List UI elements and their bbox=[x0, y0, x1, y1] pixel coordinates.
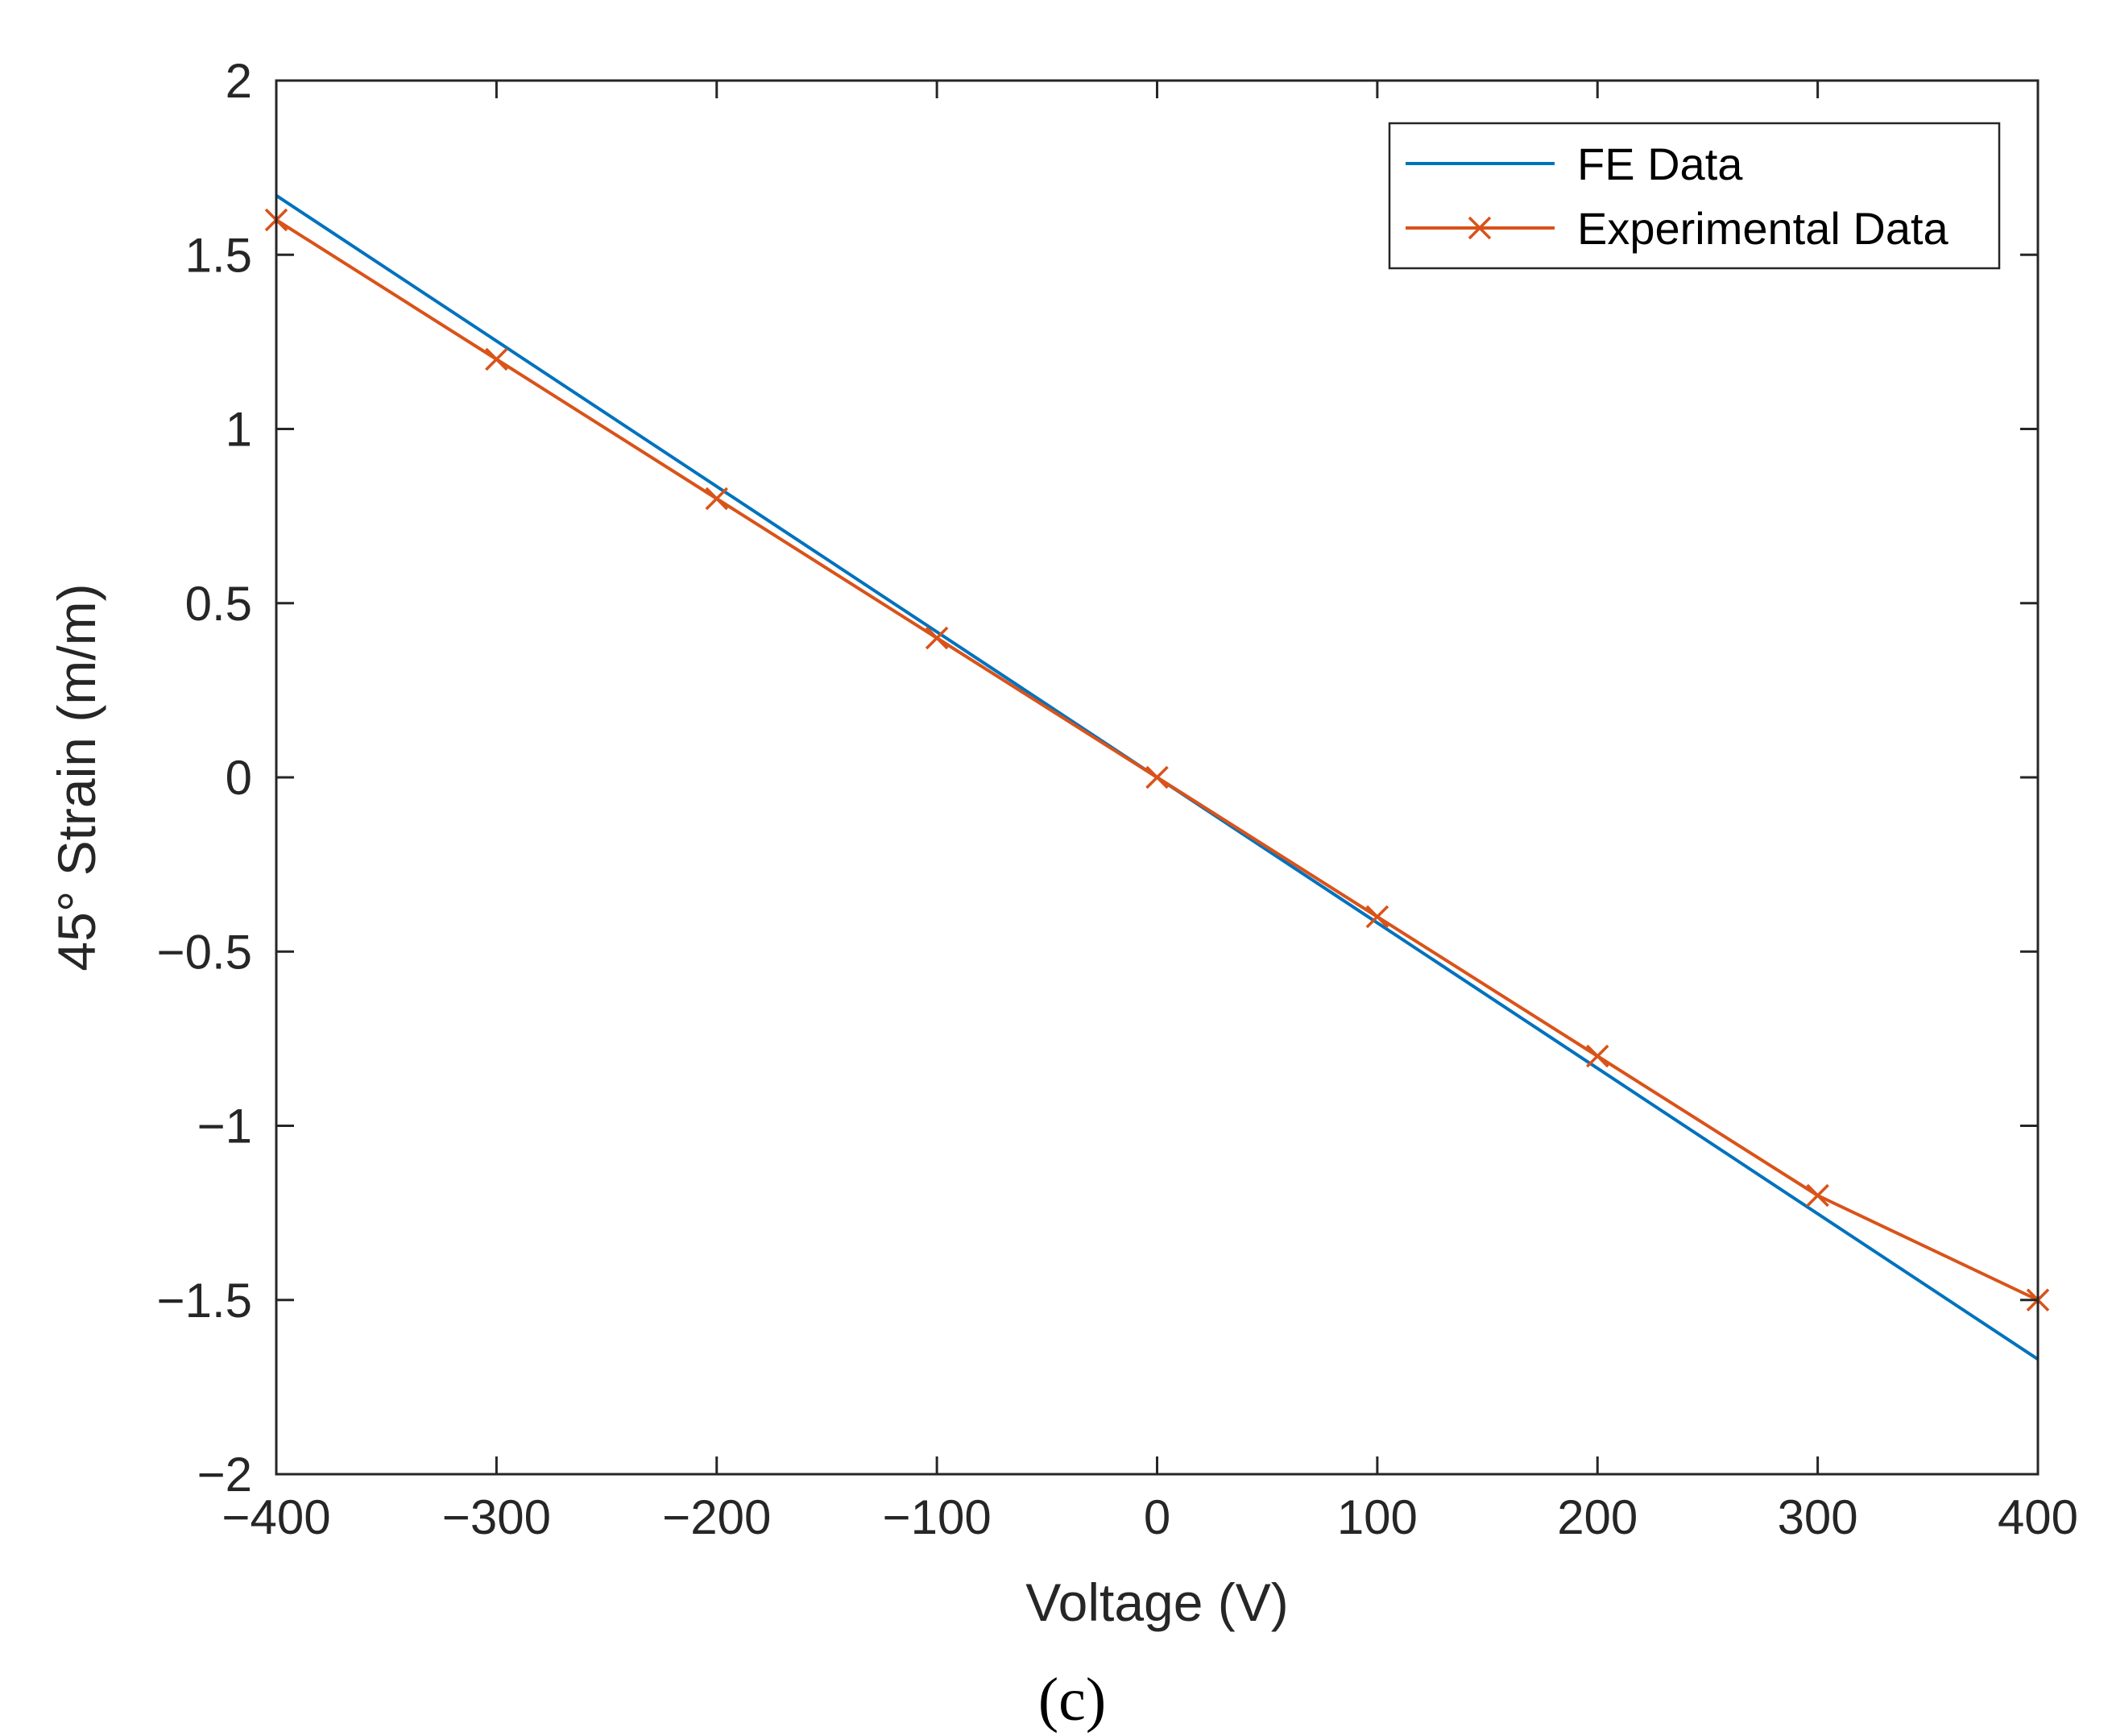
legend-item: FE Data bbox=[1406, 139, 1743, 189]
y-tick-label: −1.5 bbox=[157, 1274, 252, 1328]
x-tick-label: −300 bbox=[442, 1490, 551, 1544]
x-tick-label: 200 bbox=[1557, 1490, 1638, 1544]
data-point-marker bbox=[925, 626, 949, 650]
data-point-marker bbox=[485, 347, 508, 371]
legend-item: Experimental Data bbox=[1406, 203, 1949, 254]
data-point-marker bbox=[1586, 1044, 1609, 1068]
legend-label: Experimental Data bbox=[1577, 203, 1949, 254]
legend-marker bbox=[1468, 216, 1492, 240]
y-tick-label: 0.5 bbox=[185, 577, 252, 631]
data-point-marker bbox=[1145, 765, 1169, 789]
panel-label: (c) bbox=[1038, 1666, 1106, 1734]
legend-box bbox=[1388, 122, 2001, 270]
data-point-marker bbox=[1365, 905, 1389, 929]
x-tick-label: 400 bbox=[1998, 1490, 2078, 1544]
legend-label: FE Data bbox=[1577, 139, 1743, 189]
y-tick-label: 1.5 bbox=[185, 228, 252, 282]
x-tick-label: 100 bbox=[1337, 1490, 1418, 1544]
x-tick-label: −200 bbox=[662, 1490, 771, 1544]
y-tick-label: −1 bbox=[197, 1100, 252, 1154]
x-tick-label: 0 bbox=[1144, 1490, 1170, 1544]
y-tick-label: 1 bbox=[226, 403, 252, 457]
data-point-marker bbox=[705, 487, 728, 511]
y-tick-label: −2 bbox=[197, 1448, 252, 1502]
y-tick-label: −0.5 bbox=[157, 925, 252, 979]
y-tick-label: 0 bbox=[226, 751, 252, 805]
x-axis-title: Voltage (V) bbox=[1025, 1572, 1289, 1632]
y-axis-title: 45° Strain (m/m) bbox=[47, 583, 106, 971]
data-point-marker bbox=[1806, 1183, 1829, 1208]
legend: FE Data Experimental Data bbox=[1388, 122, 2001, 270]
x-tick-label: 300 bbox=[1778, 1490, 1858, 1544]
x-tick-label: −100 bbox=[883, 1490, 992, 1544]
y-tick-label: 2 bbox=[226, 54, 252, 108]
x-tick-label: −400 bbox=[222, 1490, 330, 1544]
